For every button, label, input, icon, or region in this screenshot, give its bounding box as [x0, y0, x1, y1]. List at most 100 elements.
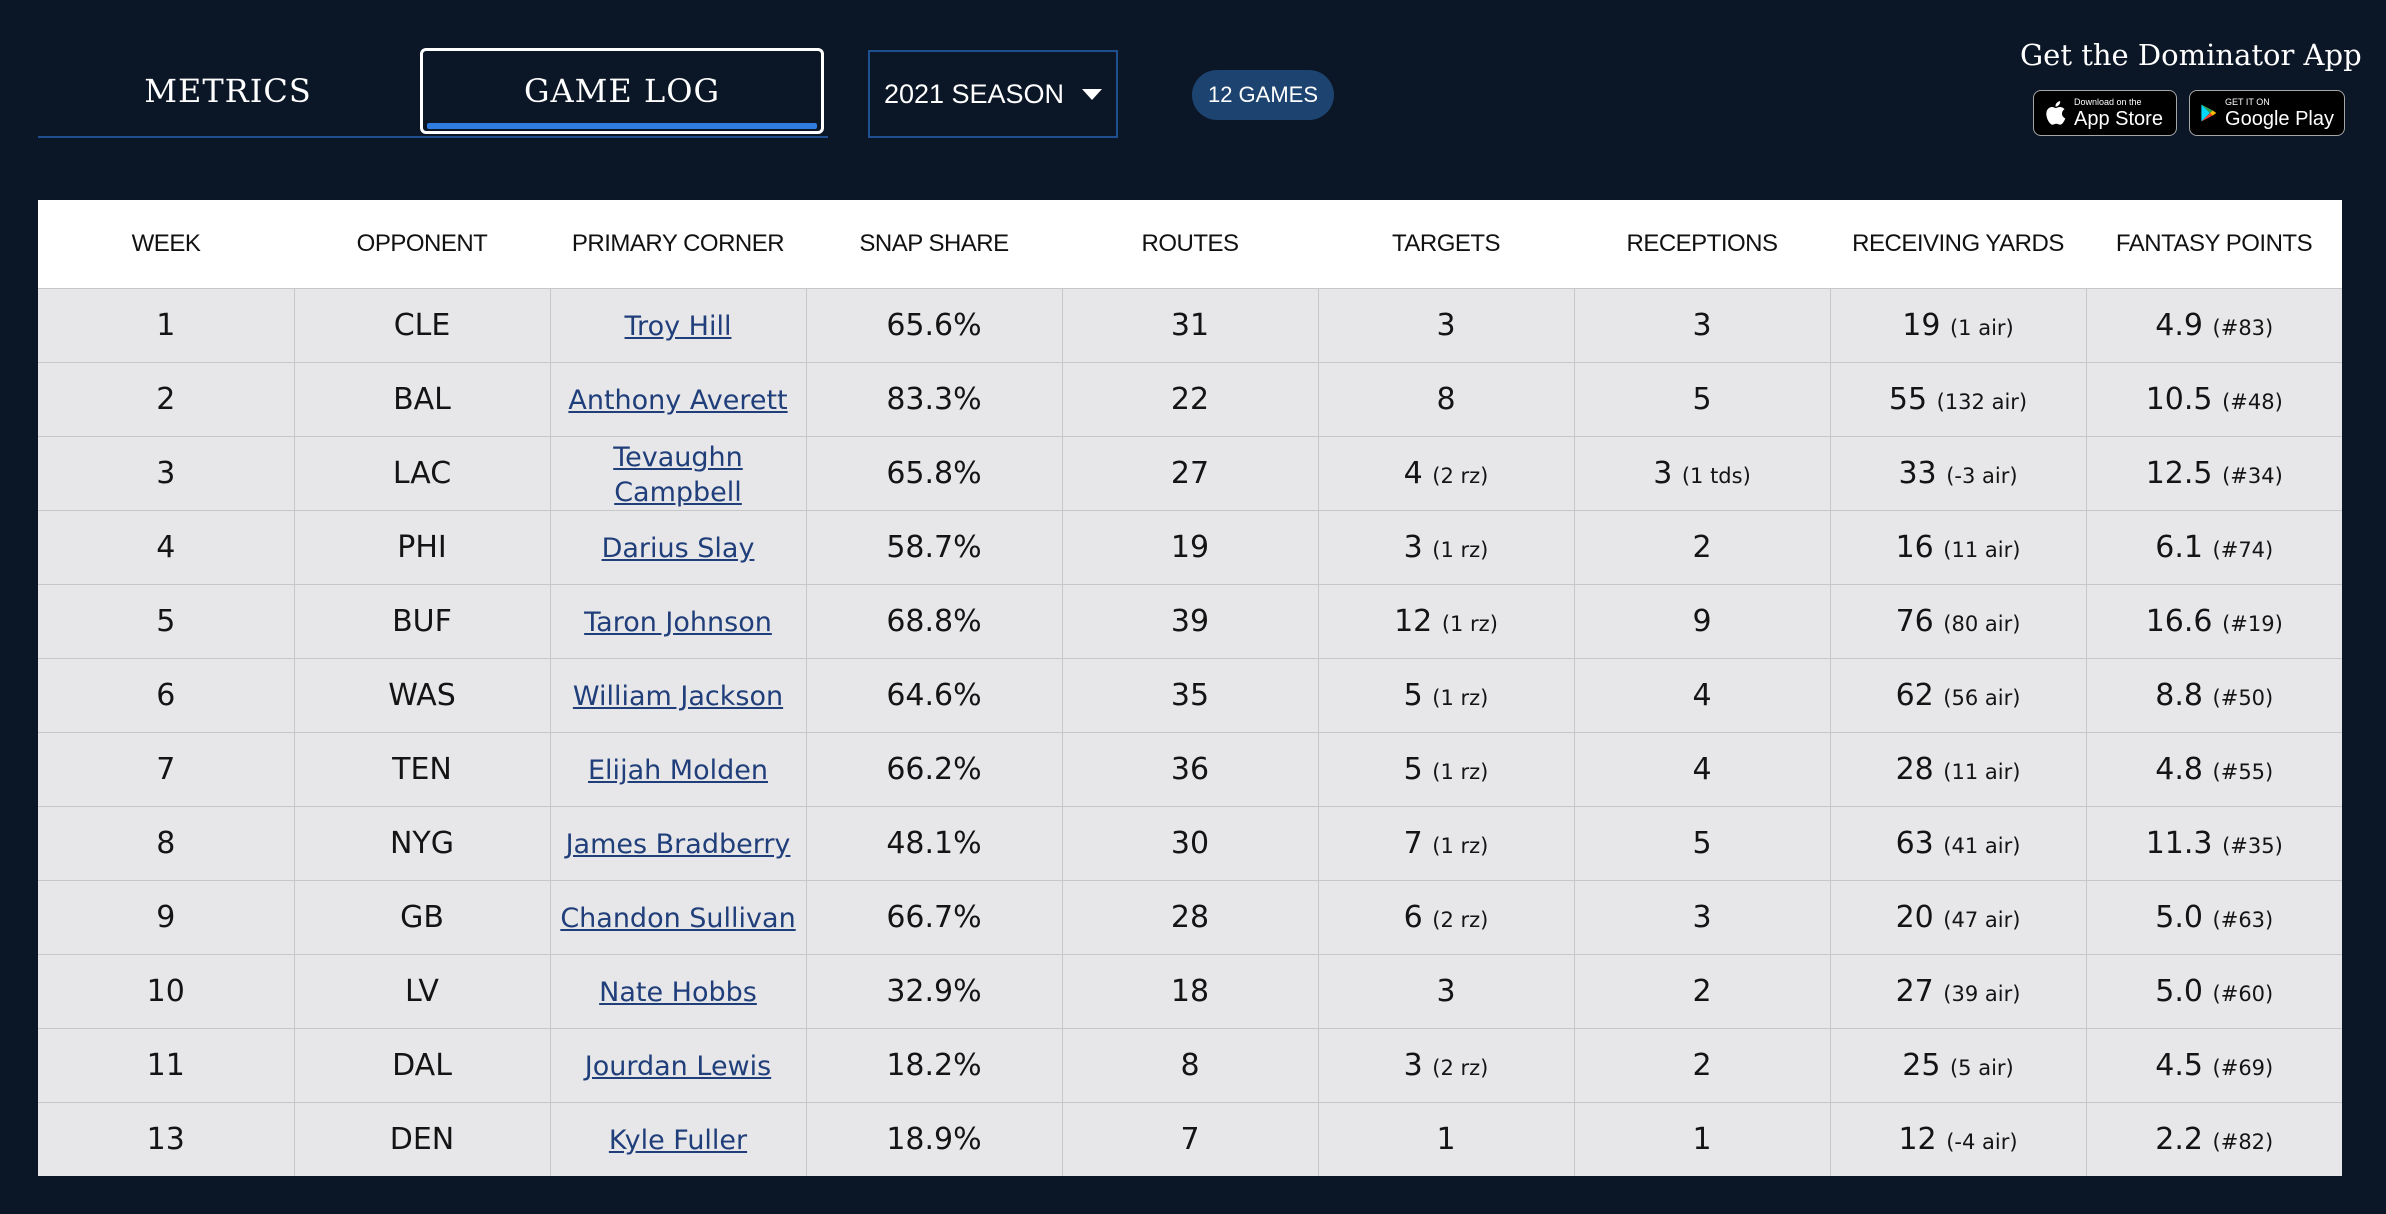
- google-play-small-text: GET IT ON: [2225, 96, 2270, 107]
- cell-routes: 27: [1062, 436, 1319, 511]
- yards-note: (39 air): [1943, 982, 2021, 1006]
- corner-link[interactable]: Darius Slay: [601, 533, 755, 564]
- cell-opponent: LV: [294, 954, 551, 1029]
- targets-note: (2 rz): [1432, 464, 1489, 488]
- app-promo: Get the Dominator App Download on the Ap…: [2020, 38, 2362, 136]
- season-select-value: 2021 SEASON: [883, 78, 1065, 109]
- cell-receptions: 9: [1574, 584, 1831, 659]
- cell-fantasy-points: 4.9 (#83): [2086, 288, 2342, 363]
- cell-fantasy-points: 4.8 (#55): [2086, 732, 2342, 807]
- targets-note: (1 rz): [1432, 538, 1489, 562]
- targets-value: 5: [1403, 678, 1423, 713]
- yards-note: (11 air): [1943, 538, 2021, 562]
- cell-week: 11: [38, 1028, 295, 1103]
- yards-value: 19: [1902, 308, 1941, 343]
- cell-primary-corner: Darius Slay: [550, 510, 807, 585]
- targets-value: 12: [1394, 604, 1433, 639]
- cell-routes: 31: [1062, 288, 1319, 363]
- tab-metrics[interactable]: METRICS: [144, 72, 312, 110]
- cell-week: 13: [38, 1102, 295, 1176]
- fantasy-points-value: 10.5: [2145, 382, 2213, 417]
- tab-game-log[interactable]: GAME LOG: [420, 48, 824, 134]
- cell-targets: 3: [1318, 288, 1575, 363]
- yards-note: (-4 air): [1946, 1130, 2018, 1154]
- targets-note: (1 rz): [1432, 760, 1489, 784]
- apple-icon: [2046, 101, 2066, 125]
- cell-primary-corner: Tevaughn Campbell: [550, 436, 807, 511]
- cell-week: 6: [38, 658, 295, 733]
- cell-fantasy-points: 8.8 (#50): [2086, 658, 2342, 733]
- targets-note: (2 rz): [1432, 908, 1489, 932]
- cell-receptions: 3 (1 tds): [1574, 436, 1831, 511]
- fantasy-rank-note: (#60): [2212, 982, 2274, 1006]
- cell-routes: 7: [1062, 1102, 1319, 1176]
- fantasy-points-value: 5.0: [2155, 974, 2203, 1009]
- google-play-big-text: Google Play: [2225, 107, 2334, 130]
- cell-receiving-yards: 16 (11 air): [1830, 510, 2087, 585]
- cell-snap-share: 32.9%: [806, 954, 1063, 1029]
- corner-link[interactable]: James Bradberry: [565, 829, 791, 860]
- yards-value: 27: [1895, 974, 1934, 1009]
- cell-receiving-yards: 25 (5 air): [1830, 1028, 2087, 1103]
- corner-link[interactable]: Nate Hobbs: [599, 977, 757, 1008]
- receptions-value: 2: [1692, 974, 1712, 1009]
- season-select[interactable]: 2021 SEASON: [868, 50, 1118, 138]
- app-store-button[interactable]: Download on the App Store: [2033, 90, 2177, 136]
- cell-fantasy-points: 5.0 (#63): [2086, 880, 2342, 955]
- receptions-value: 5: [1692, 826, 1712, 861]
- game-log-table: WEEK OPPONENT PRIMARY CORNER SNAP SHARE …: [38, 200, 2342, 1176]
- games-count-badge: 12 GAMES: [1192, 70, 1334, 120]
- table-row: 2 BAL Anthony Averett 83.3% 22 8 5 55 (1…: [38, 362, 2342, 437]
- corner-link[interactable]: Taron Johnson: [584, 607, 772, 638]
- cell-primary-corner: Taron Johnson: [550, 584, 807, 659]
- cell-snap-share: 65.6%: [806, 288, 1063, 363]
- cell-fantasy-points: 4.5 (#69): [2086, 1028, 2342, 1103]
- cell-targets: 3 (2 rz): [1318, 1028, 1575, 1103]
- receptions-value: 1: [1692, 1122, 1712, 1157]
- cell-receiving-yards: 12 (-4 air): [1830, 1102, 2087, 1176]
- corner-link[interactable]: Elijah Molden: [588, 755, 768, 786]
- cell-snap-share: 66.2%: [806, 732, 1063, 807]
- cell-primary-corner: Nate Hobbs: [550, 954, 807, 1029]
- yards-note: (132 air): [1936, 390, 2028, 414]
- corner-link[interactable]: William Jackson: [572, 681, 784, 712]
- fantasy-rank-note: (#48): [2222, 390, 2283, 414]
- cell-snap-share: 48.1%: [806, 806, 1063, 881]
- corner-link[interactable]: Troy Hill: [624, 311, 732, 342]
- cell-snap-share: 64.6%: [806, 658, 1063, 733]
- cell-opponent: NYG: [294, 806, 551, 881]
- cell-receptions: 2: [1574, 954, 1831, 1029]
- app-store-small-text: Download on the: [2074, 96, 2142, 107]
- cell-opponent: TEN: [294, 732, 551, 807]
- cell-snap-share: 18.2%: [806, 1028, 1063, 1103]
- cell-routes: 22: [1062, 362, 1319, 437]
- targets-note: (1 rz): [1432, 686, 1489, 710]
- cell-receiving-yards: 28 (11 air): [1830, 732, 2087, 807]
- fantasy-rank-note: (#83): [2212, 316, 2274, 340]
- yards-value: 62: [1895, 678, 1934, 713]
- cell-receiving-yards: 55 (132 air): [1830, 362, 2087, 437]
- table-row: 7 TEN Elijah Molden 66.2% 36 5 (1 rz) 4 …: [38, 732, 2342, 807]
- corner-link[interactable]: Jourdan Lewis: [584, 1051, 772, 1082]
- cell-receiving-yards: 62 (56 air): [1830, 658, 2087, 733]
- corner-link[interactable]: Anthony Averett: [568, 385, 788, 416]
- cell-routes: 8: [1062, 1028, 1319, 1103]
- header-week: WEEK: [38, 200, 294, 289]
- targets-note: (1 rz): [1441, 612, 1498, 636]
- table-row: 8 NYG James Bradberry 48.1% 30 7 (1 rz) …: [38, 806, 2342, 881]
- header-receptions: RECEPTIONS: [1574, 200, 1830, 289]
- cell-opponent: CLE: [294, 288, 551, 363]
- corner-link[interactable]: Kyle Fuller: [608, 1125, 748, 1156]
- cell-week: 9: [38, 880, 295, 955]
- table-row: 13 DEN Kyle Fuller 18.9% 7 1 1 12 (-4 ai…: [38, 1102, 2342, 1176]
- receptions-value: 3: [1692, 308, 1712, 343]
- cell-receptions: 5: [1574, 806, 1831, 881]
- cell-snap-share: 58.7%: [806, 510, 1063, 585]
- fantasy-rank-note: (#34): [2222, 464, 2283, 488]
- corner-link[interactable]: Tevaughn Campbell: [613, 441, 743, 508]
- cell-receptions: 4: [1574, 658, 1831, 733]
- corner-link[interactable]: Chandon Sullivan: [560, 903, 796, 934]
- cell-routes: 39: [1062, 584, 1319, 659]
- cell-fantasy-points: 6.1 (#74): [2086, 510, 2342, 585]
- google-play-button[interactable]: GET IT ON Google Play: [2189, 90, 2345, 136]
